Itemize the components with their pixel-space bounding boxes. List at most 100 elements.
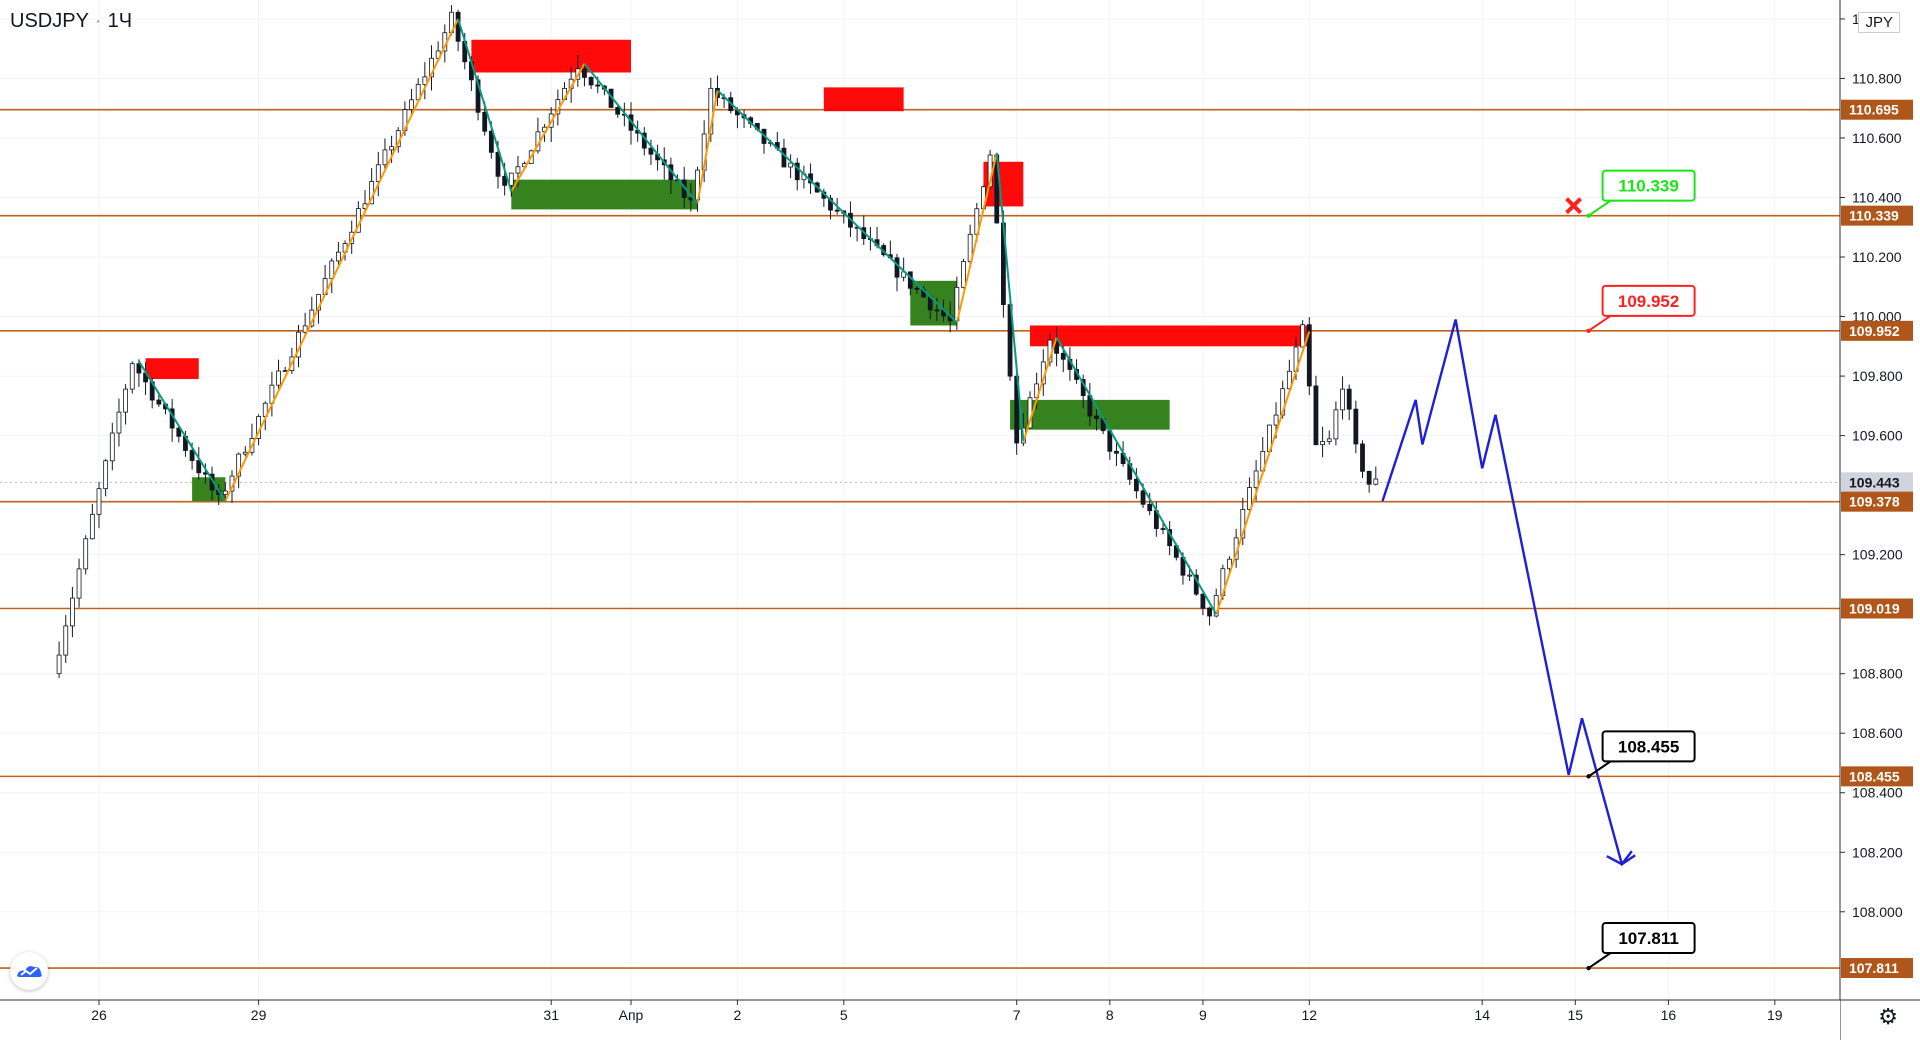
target-label: 109.952 [1618,292,1679,311]
candle-body [302,325,308,333]
current-price-badge: 109.443 [1849,474,1900,490]
candle-body [1313,385,1319,446]
candle-body [1147,503,1153,512]
candle-body [123,388,128,413]
candle-body [1360,443,1365,472]
target-box [1601,284,1696,317]
candle-body [495,151,501,177]
target-box [1601,169,1696,202]
level-price-badge-bg [1841,320,1913,341]
level-price-badge: 109.952 [1849,323,1900,339]
wave-up-line [1215,331,1311,615]
candle-body [907,271,913,289]
level-price-badge-bg [1841,766,1913,787]
target-pointer [1588,199,1619,217]
time-axis-bg [0,1000,1840,1040]
level-price-badge-bg [1841,491,1913,512]
time-tick-label: 19 [1767,1007,1783,1023]
time-tick-label: 7 [1013,1007,1021,1023]
candle-body [1134,478,1139,492]
level-price-badge: 108.455 [1849,768,1900,784]
projection-arrowhead [1606,850,1633,866]
candle-body [1320,441,1325,446]
candle-body [1306,324,1312,387]
candle-body [961,261,966,288]
wave-up-line [955,152,998,323]
candle-body [502,175,508,186]
candle-body [488,130,494,153]
wave-down-line [457,18,513,192]
level-price-badge-bg [1841,958,1913,979]
price-tick-label: 109.600 [1852,428,1903,444]
candle-body [103,460,109,490]
target-anchor [1586,213,1591,218]
price-tick-label: 108.200 [1852,844,1903,860]
candle-body [176,427,182,437]
price-tick-label: 108.000 [1852,904,1903,920]
candle-body [89,513,95,540]
time-tick-label: 15 [1568,1007,1584,1023]
candle-body [1300,324,1306,348]
target-box [1601,922,1696,955]
cross-icon [1565,197,1583,215]
target-box [1601,730,1696,763]
candle-body [1286,370,1292,390]
candle-body [276,370,281,386]
candle-body [1333,409,1339,440]
level-price-badge-bg [1841,205,1913,226]
time-tick-label: 8 [1106,1007,1114,1023]
candle-body [1326,438,1332,442]
supply-zone [1030,325,1310,347]
price-axis-bg [1840,0,1920,1040]
level-price-badge: 110.695 [1849,102,1899,118]
symbol-title[interactable]: USDJPY · 1Ч [10,10,132,33]
candle-body [615,107,621,115]
candle-body [894,257,900,278]
time-tick-label: 5 [840,1007,848,1023]
candle-body [914,287,920,290]
demand-zone [192,477,226,502]
target-label: 108.455 [1618,737,1679,756]
candle-body [588,77,594,86]
candle-body [1207,607,1212,617]
supply-zone [471,39,631,73]
tradingview-logo-icon[interactable] [10,952,48,990]
level-price-badge: 107.811 [1849,960,1899,976]
time-tick-label: Апр [619,1007,644,1023]
supply-zone [145,358,199,380]
candle-body [242,451,248,455]
candle-body [1340,388,1345,411]
candle-body [1200,593,1206,609]
currency-badge[interactable]: JPY [1858,12,1900,33]
time-tick-label: 14 [1474,1007,1490,1023]
target-pointer [1588,314,1619,332]
target-pointer [1588,952,1619,969]
candle-body [595,84,601,87]
target-labels: 110.339 109.952 108.455 107.811 [1565,169,1696,971]
wave-up-line [224,18,460,502]
wave-up-line [510,63,586,192]
candle-body [136,363,142,374]
candle-body [781,147,787,168]
price-tick-label: 110.600 [1852,130,1902,146]
candle-body [1094,415,1099,420]
wave-lines [138,18,1311,615]
price-tick-label: 108.800 [1852,666,1903,682]
chart-grid [0,0,1840,1000]
candle-body [282,370,288,373]
candle-body [96,488,102,515]
wave-up-line [696,90,719,204]
price-tick-label: 110.400 [1852,190,1902,206]
demand-zone [511,179,698,210]
candle-body [56,654,62,675]
current-price-badge-bg [1841,472,1913,493]
wave-up-line [1022,337,1058,442]
candle-body [1060,352,1066,360]
price-tick-label: 109.200 [1852,547,1903,563]
gear-icon[interactable]: ⚙ [1878,1004,1898,1029]
price-tick-label: 108.600 [1852,725,1903,741]
candle-body [1346,388,1352,410]
candle-body [788,162,793,168]
